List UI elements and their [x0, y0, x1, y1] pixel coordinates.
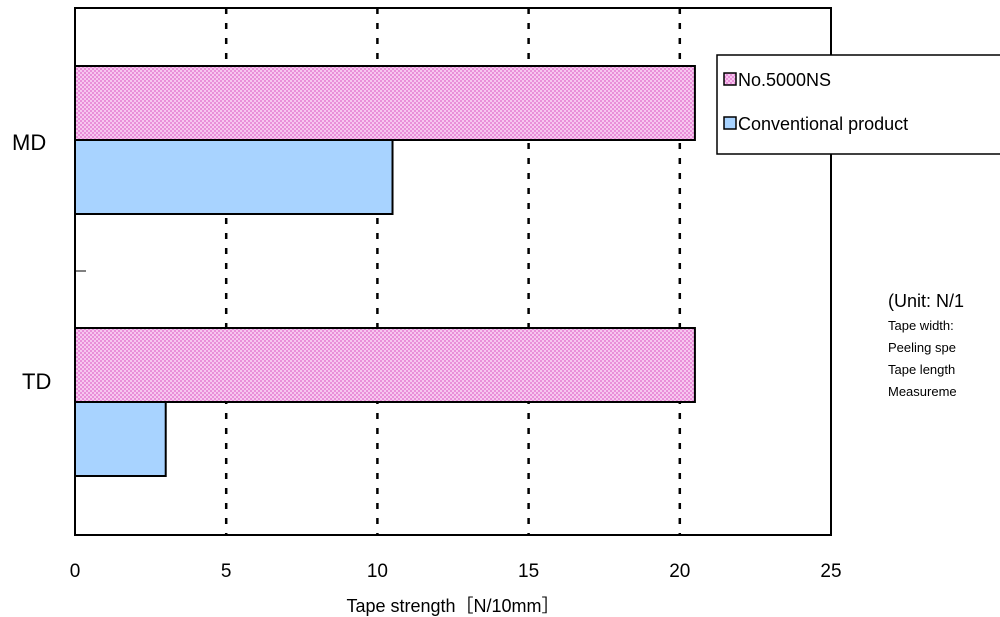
notes-line: Tape length — [888, 362, 955, 377]
legend: No.5000NS Conventional product — [716, 54, 1000, 155]
x-tick-label-0: 0 — [70, 561, 81, 582]
x-tick-label-25: 25 — [820, 561, 841, 582]
x-axis-title: Tape strength［N/10mm］ — [346, 596, 559, 616]
x-tick-label-15: 15 — [518, 561, 539, 582]
notes-line: Peeling spe — [888, 340, 956, 355]
notes-heading: (Unit: N/1 — [888, 291, 964, 311]
x-tick-label-10: 10 — [367, 561, 388, 582]
bar-td-conventional-product — [74, 401, 167, 477]
notes-line: Tape width: — [888, 318, 954, 333]
legend-swatch-no5000ns — [723, 72, 737, 86]
bar-md-no-5000ns — [74, 65, 696, 141]
legend-swatch-conventional-product — [723, 116, 737, 130]
bar-td-no-5000ns — [74, 327, 696, 403]
legend-label-conventional-product: Conventional product — [738, 114, 908, 134]
x-tick-label-20: 20 — [669, 561, 690, 582]
grid-lines — [224, 8, 682, 535]
category-label-md: MD — [12, 130, 46, 155]
category-label-td: TD — [22, 369, 51, 394]
bars — [74, 65, 696, 477]
notes-line: Measureme — [888, 384, 957, 399]
bar-md-conventional-product — [74, 139, 394, 215]
x-tick-labels: 0 5 10 15 20 25 — [70, 561, 842, 582]
legend-frame — [716, 54, 1000, 155]
legend-label-no5000ns: No.5000NS — [738, 70, 831, 90]
measurement-notes: (Unit: N/1 Tape width: Peeling spe Tape … — [888, 291, 964, 399]
x-tick-label-5: 5 — [221, 561, 232, 582]
